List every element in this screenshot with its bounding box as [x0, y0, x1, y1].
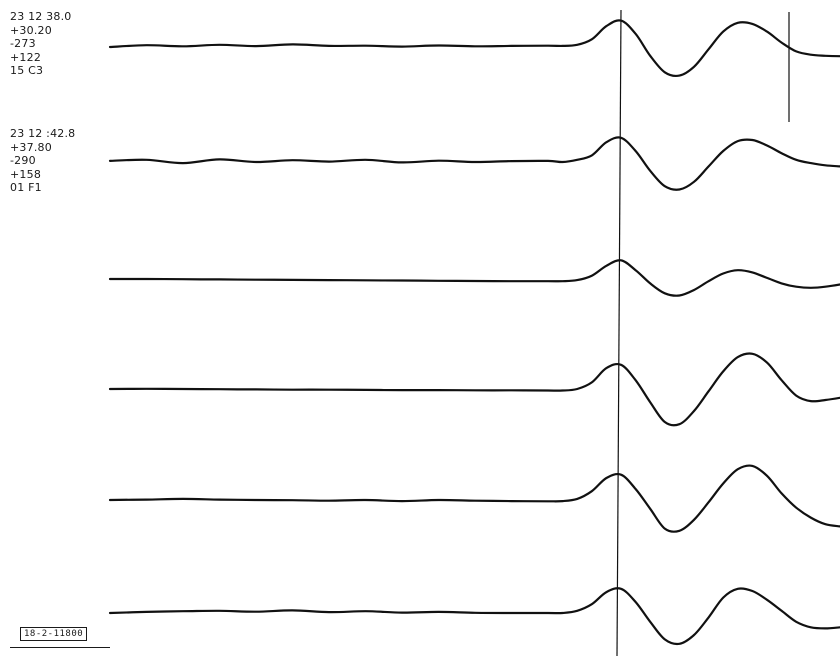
trace-header-2: 23 12 :42.8 +37.80 -290 +158 01 F1: [10, 127, 75, 195]
trace-header-1-line3: -273: [10, 37, 36, 50]
trace-header-2-line3: -290: [10, 154, 36, 167]
trace-header-2-code: 01 F1: [10, 181, 42, 194]
trace-header-1-code: 15 C3: [10, 64, 44, 77]
reference-label: 18-2-11800: [20, 627, 88, 641]
trace-header-2-line4: +158: [10, 167, 42, 181]
trace-header-1-line4: +122: [10, 50, 42, 64]
time-marker-line: [616, 9, 622, 657]
trace-3: [108, 259, 840, 297]
trace-header-1-time: 23 12 38.0: [10, 10, 72, 23]
trace-5: [108, 464, 840, 533]
trace-2: [108, 136, 840, 191]
trace-header-1-line2: +30.20: [10, 23, 52, 37]
reference-underline: [10, 647, 110, 648]
trace-6: [108, 587, 840, 646]
trace-1: [108, 19, 840, 78]
trace-header-1: 23 12 38.0 +30.20 -273 +122 15 C3: [10, 10, 71, 78]
trace-4: [108, 352, 840, 427]
trace-header-2-time: 23 12 :42.8: [10, 127, 76, 140]
trace-header-2-line2: +37.80: [10, 140, 52, 154]
